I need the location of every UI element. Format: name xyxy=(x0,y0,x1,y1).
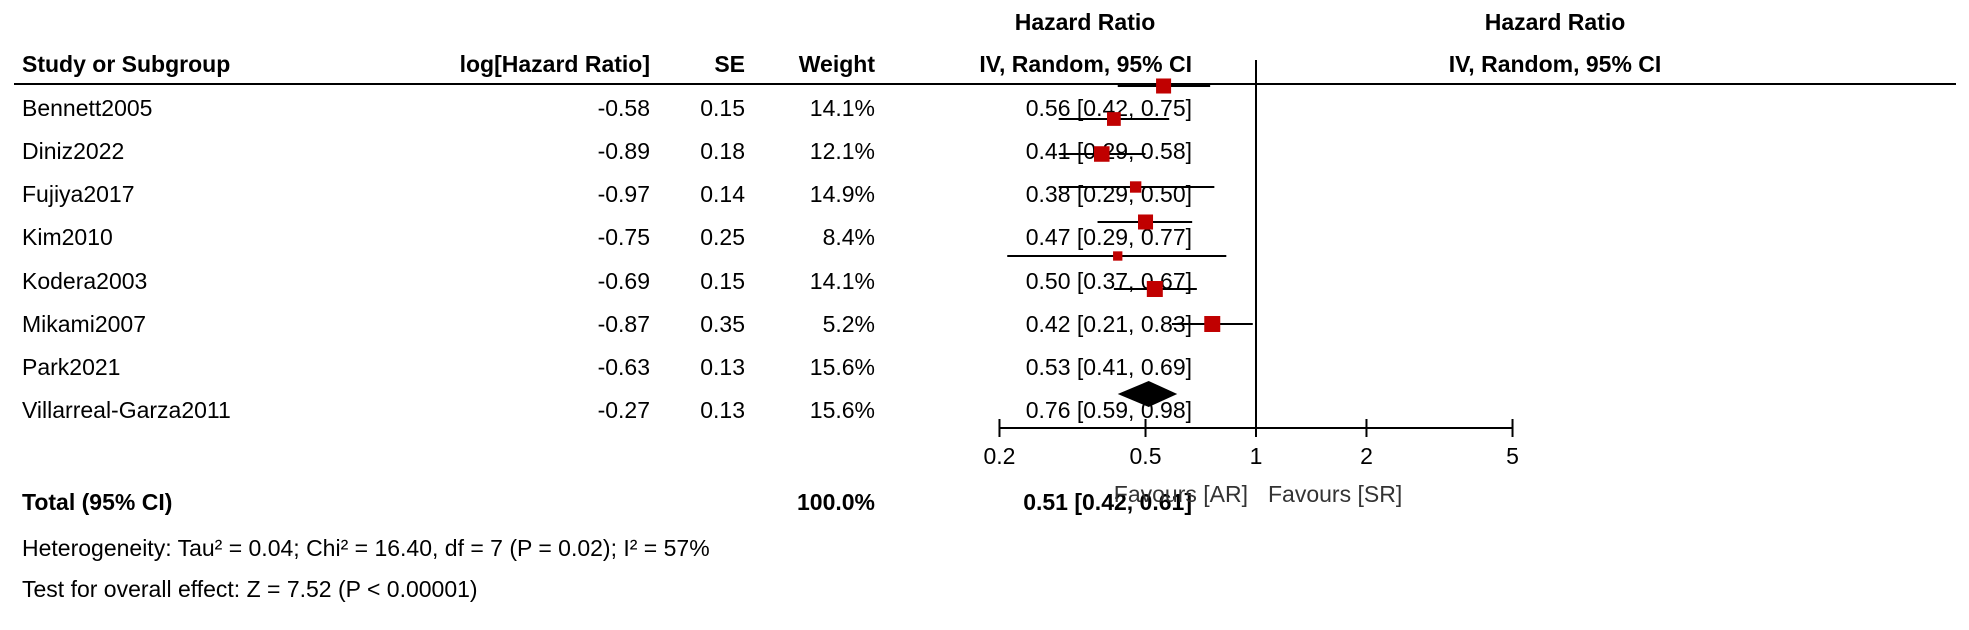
study-log-hr: -0.97 xyxy=(597,181,650,207)
study-name: Diniz2022 xyxy=(22,138,125,164)
study-se: 0.13 xyxy=(700,354,745,380)
study-name: Kim2010 xyxy=(22,224,113,250)
x-tick-label: 1 xyxy=(1250,443,1263,469)
plot-subtitle: IV, Random, 95% CI xyxy=(1448,51,1662,77)
hr-column-subtitle: IV, Random, 95% CI xyxy=(979,51,1192,77)
study-weight: 5.2% xyxy=(822,311,875,337)
plot-title: Hazard Ratio xyxy=(1484,9,1626,35)
effect-marker xyxy=(1156,78,1172,94)
study-se: 0.18 xyxy=(700,138,745,164)
study-log-hr: -0.69 xyxy=(597,268,650,294)
study-weight: 12.1% xyxy=(809,138,875,164)
study-name: Villarreal-Garza2011 xyxy=(22,397,231,423)
pooled-diamond xyxy=(1117,381,1178,407)
study-weight: 14.1% xyxy=(809,95,875,121)
hr-column-title: Hazard Ratio xyxy=(1014,9,1156,35)
study-column-header: Study or Subgroup xyxy=(22,51,231,77)
log-hr-column-header: log[Hazard Ratio] xyxy=(459,51,650,77)
study-hr-ci: 0.53 [0.41, 0.69] xyxy=(1025,354,1192,380)
study-name: Fujiya2017 xyxy=(22,181,135,207)
x-tick-label: 0.5 xyxy=(1130,443,1162,469)
x-tick-label: 5 xyxy=(1506,443,1519,469)
study-weight: 15.6% xyxy=(809,354,875,380)
effect-marker xyxy=(1107,112,1121,126)
header-rule xyxy=(14,83,1956,85)
study-se: 0.13 xyxy=(700,397,745,423)
effect-marker xyxy=(1138,214,1154,230)
study-se: 0.15 xyxy=(700,268,745,294)
overall-effect-text: Test for overall effect: Z = 7.52 (P < 0… xyxy=(22,576,478,602)
se-column-header: SE xyxy=(714,51,745,77)
study-log-hr: -0.63 xyxy=(597,354,650,380)
study-weight: 14.9% xyxy=(809,181,875,207)
study-name: Mikami2007 xyxy=(22,311,146,337)
total-weight: 100.0% xyxy=(796,489,875,515)
effect-marker xyxy=(1129,181,1142,193)
study-weight: 14.1% xyxy=(809,268,875,294)
study-hr-ci: 0.42 [0.21, 0.83] xyxy=(1025,311,1192,337)
x-tick-label: 2 xyxy=(1360,443,1373,469)
study-se: 0.14 xyxy=(700,181,745,207)
study-se: 0.35 xyxy=(700,311,745,337)
study-name: Park2021 xyxy=(22,354,121,380)
study-log-hr: -0.89 xyxy=(597,138,650,164)
study-se: 0.15 xyxy=(700,95,745,121)
x-tick-label: 0.2 xyxy=(983,443,1015,469)
plot-marks xyxy=(1007,78,1253,407)
favours-left-label: Favours [AR] xyxy=(1114,481,1248,507)
study-weight: 15.6% xyxy=(809,397,875,423)
study-hr-ci: 0.38 [0.29, 0.50] xyxy=(1025,181,1192,207)
study-log-hr: -0.27 xyxy=(597,397,650,423)
effect-marker xyxy=(1094,146,1110,162)
study-log-hr: -0.75 xyxy=(597,224,650,250)
study-log-hr: -0.87 xyxy=(597,311,650,337)
x-axis: 0.2 0.5 1 2 5 Favours [AR] Favours [SR] xyxy=(983,60,1519,507)
study-hr-ci: 0.47 [0.29, 0.77] xyxy=(1025,224,1192,250)
effect-marker xyxy=(1113,251,1123,261)
study-log-hr: -0.58 xyxy=(597,95,650,121)
total-label: Total (95% CI) xyxy=(22,489,173,515)
total-hr-ci: 0.51 [0.42, 0.61] xyxy=(1023,489,1192,515)
effect-marker xyxy=(1204,316,1221,332)
favours-right-label: Favours [SR] xyxy=(1268,481,1402,507)
study-weight: 8.4% xyxy=(822,224,875,250)
effect-marker xyxy=(1146,281,1163,297)
heterogeneity-text: Heterogeneity: Tau² = 0.04; Chi² = 16.40… xyxy=(22,535,710,561)
study-name: Bennett2005 xyxy=(22,95,153,121)
study-hr-ci: 0.76 [0.59, 0.98] xyxy=(1025,397,1192,423)
study-name: Kodera2003 xyxy=(22,268,148,294)
weight-column-header: Weight xyxy=(798,51,875,77)
study-se: 0.25 xyxy=(700,224,745,250)
